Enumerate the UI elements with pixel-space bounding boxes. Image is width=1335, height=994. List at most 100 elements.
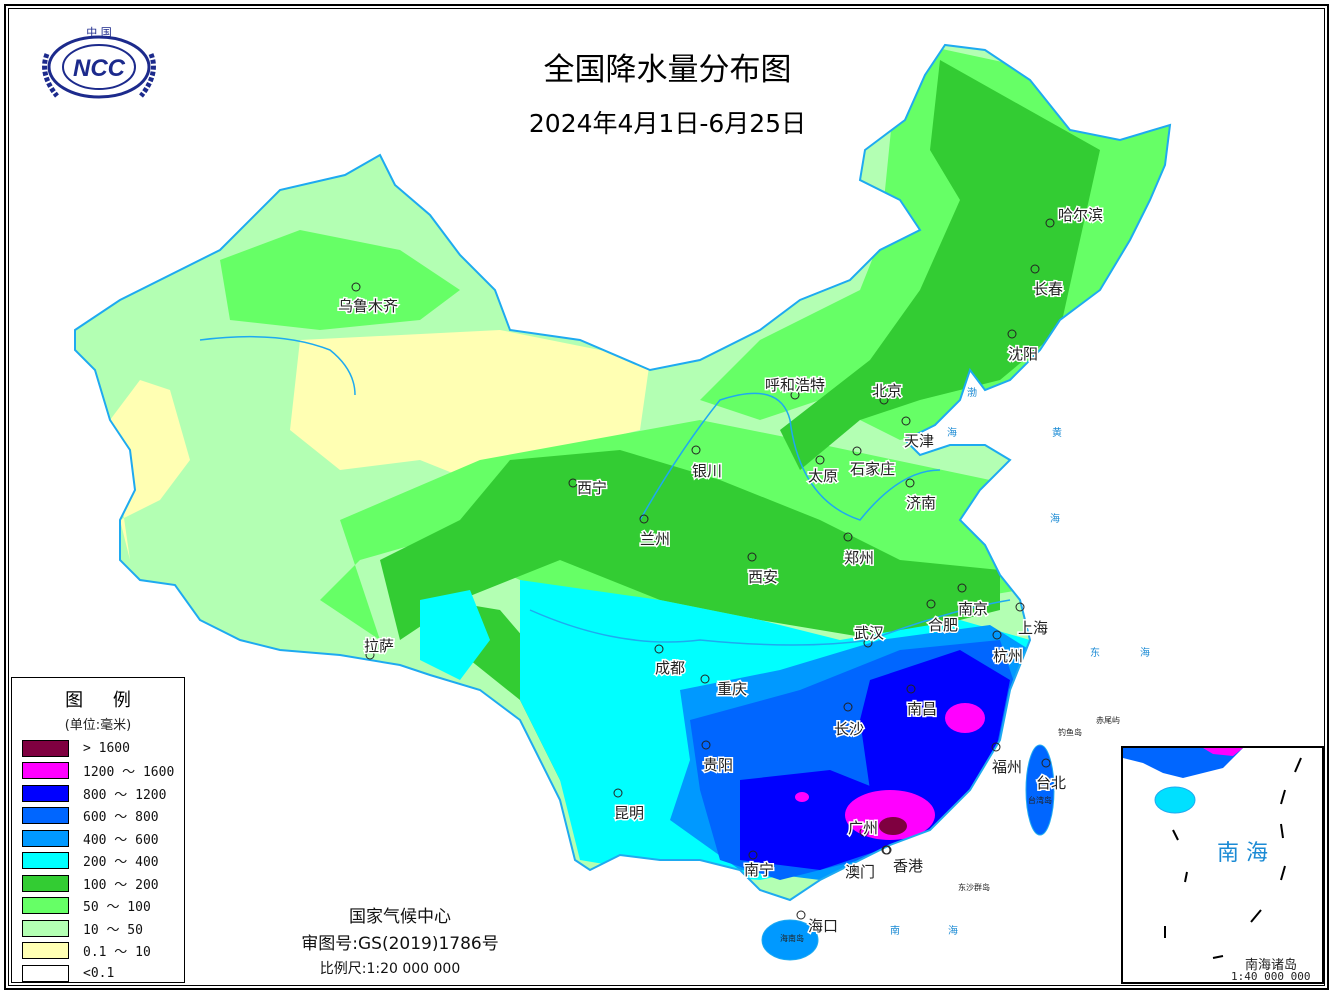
city-label: 济南: [906, 494, 936, 512]
city-dot-icon: [843, 702, 853, 712]
city-label: 长沙: [834, 720, 864, 738]
city-label: 长春: [1033, 280, 1063, 298]
legend-label: 1200 ～ 1600: [83, 765, 175, 781]
city-marker: 武汉: [853, 623, 886, 648]
zone-over-1600: [879, 817, 907, 835]
agency-name: 国家气候中心: [349, 907, 451, 927]
city-label: 重庆: [717, 680, 747, 698]
legend-swatch: [22, 874, 69, 892]
sea-label: 海: [1050, 512, 1060, 525]
city-dot-icon: [1041, 758, 1051, 768]
city-marker: 西安: [747, 552, 780, 588]
city-marker: 太原: [807, 455, 840, 487]
city-dot-icon: [926, 599, 936, 609]
city-label: 乌鲁木齐: [338, 297, 398, 315]
city-marker: 哈尔滨: [1045, 205, 1105, 228]
legend-item: 50 ～ 100: [22, 895, 184, 918]
city-label: 贵阳: [703, 756, 733, 774]
legend-title: 图 例: [65, 690, 143, 711]
map-frame: [4, 4, 1329, 990]
city-marker: 广州: [847, 818, 880, 839]
city-marker: 福州: [991, 742, 1024, 778]
yangtze-river: [529, 599, 1011, 646]
city-dot-icon: [882, 845, 892, 855]
city-label: 上海: [1018, 619, 1048, 637]
city-label: 南昌: [907, 700, 937, 718]
map-inner-frame: [8, 8, 1325, 986]
city-dot-icon: [901, 416, 911, 426]
legend-swatch: [22, 739, 69, 757]
zone-50-100-xinjiang: [220, 230, 460, 330]
legend-item: 600 ～ 800: [22, 805, 184, 828]
city-marker: 南宁: [743, 850, 776, 881]
city-dot-icon: [1030, 264, 1040, 274]
city-marker: 乌鲁木齐: [337, 282, 400, 317]
legend-item: 1200 ～ 1600: [22, 760, 184, 783]
legend-swatch: [22, 807, 69, 825]
city-dot-icon: [905, 478, 915, 488]
city-label: 南宁: [744, 861, 774, 879]
city-dot-icon: [852, 446, 862, 456]
tarim-river: [199, 335, 356, 396]
sea-label: 海: [1140, 646, 1150, 659]
city-label: 西安: [748, 568, 778, 586]
island-label: 东沙群岛: [958, 882, 990, 892]
city-label: 台北: [1036, 774, 1066, 792]
city-label: 拉萨: [364, 637, 394, 655]
city-dot-icon: [843, 532, 853, 542]
legend-label: 800 ～ 1200: [83, 787, 167, 803]
city-marker: 海口: [796, 910, 840, 937]
city-dot-icon: [991, 742, 1001, 752]
island-label: 台湾岛: [1028, 795, 1052, 805]
sea-label: 黄: [1052, 426, 1062, 439]
inset-scale: 1:40 000 000: [1231, 970, 1311, 983]
legend-item: <0.1: [22, 962, 184, 985]
legend-item: > 1600: [22, 737, 184, 760]
city-marker: 南京: [957, 583, 990, 620]
city-label: 沈阳: [1008, 345, 1038, 363]
city-dot-icon: [700, 674, 710, 684]
city-label: 石家庄: [850, 460, 895, 478]
city-label: 太原: [808, 467, 838, 485]
legend: 图 例 (单位:毫米) > 1600 1200 ～ 1600 800 ～ 1200 6…: [11, 677, 185, 983]
city-label: 南京: [958, 600, 988, 618]
inset-sea-label: 南 海: [1217, 841, 1268, 866]
city-marker: 济南: [905, 478, 938, 514]
city-label: 澳门: [845, 863, 875, 881]
city-marker: 杭州: [992, 630, 1025, 667]
zone-800-1200-south: [740, 770, 880, 870]
city-label: 天津: [904, 432, 934, 450]
city-marker: 上海: [1015, 602, 1050, 639]
city-dot-icon: [906, 684, 916, 694]
island-label: 海南岛: [780, 933, 804, 943]
legend-swatch: [22, 852, 69, 870]
city-label: 广州: [848, 819, 878, 837]
city-dot-icon: [691, 445, 701, 455]
legend-label: 50 ～ 100: [83, 900, 151, 916]
legend-swatch: [22, 829, 69, 847]
city-label: 武汉: [854, 624, 884, 642]
city-marker: 拉萨: [363, 636, 396, 660]
city-marker: 沈阳: [1007, 329, 1040, 365]
legend-label: <0.1: [83, 965, 115, 981]
sea-label: 渤: [967, 386, 977, 399]
city-marker: 香港: [882, 845, 925, 877]
city-marker: 重庆: [700, 674, 749, 700]
city-dot-icon: [748, 850, 758, 860]
zone-100-200-northeast: [780, 60, 1100, 470]
legend-item: 200 ～ 400: [22, 850, 184, 873]
city-dot-icon: [747, 552, 757, 562]
zone-1200-1600-guangdong: [845, 790, 935, 840]
legend-item: 10 ～ 50: [22, 917, 184, 940]
city-label: 兰州: [640, 530, 670, 548]
city-marker: 兰州: [639, 514, 672, 550]
legend-item: 800 ～ 1200: [22, 782, 184, 805]
city-dot-icon: [863, 638, 873, 648]
city-dot-icon: [992, 630, 1002, 640]
hainan-island: [761, 919, 819, 961]
taiwan-island: [1025, 744, 1055, 836]
